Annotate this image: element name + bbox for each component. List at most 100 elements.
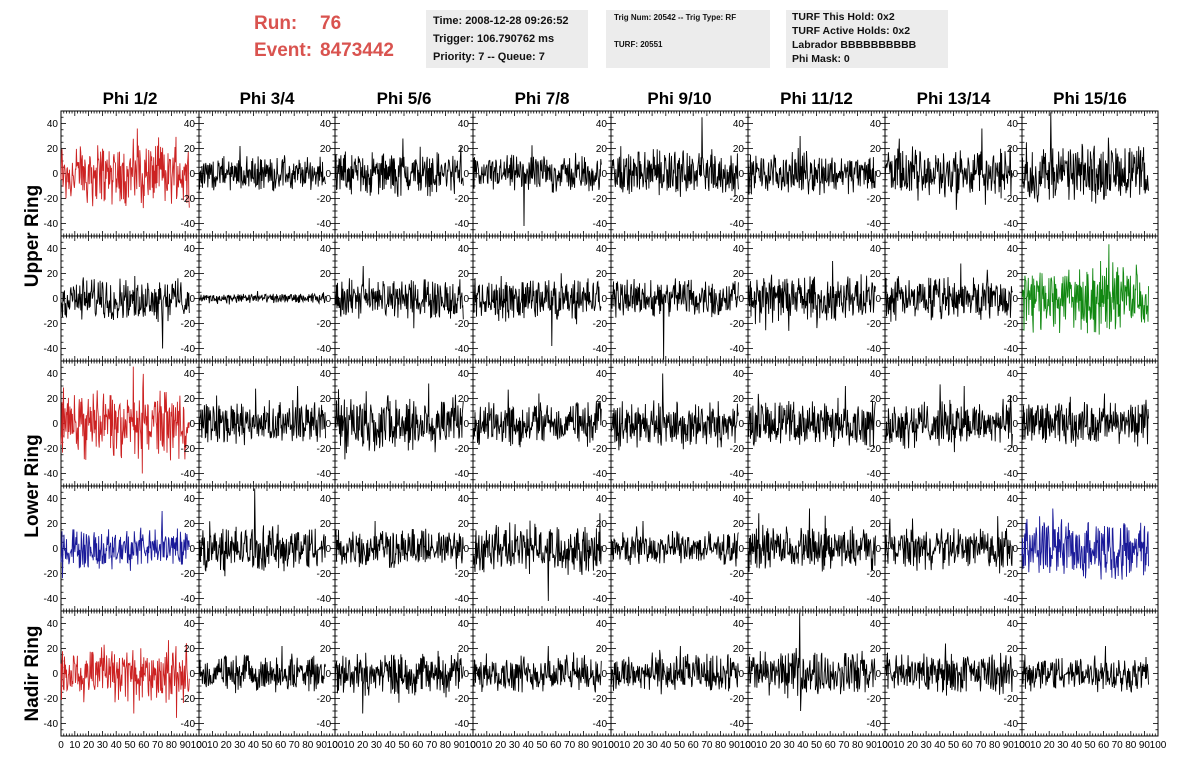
y-tick-label: -40 xyxy=(593,219,608,230)
y-tick-label: -40 xyxy=(317,594,332,605)
waveform-trace xyxy=(334,383,464,460)
turf-this-hold-text: TURF This Hold: 0x2 xyxy=(792,11,895,23)
waveform-trace xyxy=(1021,112,1149,204)
y-tick-label: -40 xyxy=(593,344,608,355)
y-tick-label: -20 xyxy=(867,569,882,580)
y-tick-label: -20 xyxy=(730,569,745,580)
y-tick-label: 40 xyxy=(184,619,196,630)
y-tick-label: -40 xyxy=(593,594,608,605)
y-tick-label: 20 xyxy=(596,519,608,530)
waveform-trace xyxy=(198,385,326,446)
waveform-trace xyxy=(198,145,326,192)
waveform-trace xyxy=(884,263,1013,322)
y-tick-label: 40 xyxy=(596,494,608,505)
y-tick-label: 0 xyxy=(52,544,58,555)
y-tick-label: 0 xyxy=(738,419,744,430)
waveform-trace xyxy=(884,516,1013,574)
turf-text: TURF: 20551 xyxy=(614,40,663,49)
y-tick-label: -40 xyxy=(730,594,745,605)
run-event-block: Run: 76 Event: 8473442 xyxy=(254,10,394,64)
y-tick-label: 0 xyxy=(601,294,607,305)
y-tick-label: -40 xyxy=(181,594,196,605)
y-tick-label: 40 xyxy=(320,369,332,380)
y-tick-label: -40 xyxy=(867,344,882,355)
y-tick-label: 40 xyxy=(458,494,470,505)
y-tick-label: -40 xyxy=(730,344,745,355)
y-tick-label: 0 xyxy=(601,544,607,555)
y-tick-label: 20 xyxy=(320,394,332,405)
y-tick-label: -20 xyxy=(593,444,608,455)
y-tick-label: 40 xyxy=(184,494,196,505)
y-tick-label: -20 xyxy=(181,694,196,705)
y-tick-label: 40 xyxy=(184,119,196,130)
y-tick-label: -20 xyxy=(44,319,59,330)
waveform-trace xyxy=(610,278,739,360)
y-tick-label: 0 xyxy=(325,169,331,180)
y-tick-label: -20 xyxy=(44,444,59,455)
y-tick-label: -20 xyxy=(44,694,59,705)
y-tick-label: -40 xyxy=(181,219,196,230)
y-tick-label: 40 xyxy=(870,369,882,380)
y-tick-label: 20 xyxy=(596,394,608,405)
y-tick-label: 20 xyxy=(733,144,745,155)
y-tick-label: -40 xyxy=(1004,594,1019,605)
y-tick-label: 40 xyxy=(870,244,882,255)
waveform-trace xyxy=(747,260,876,331)
event-label: Event: xyxy=(254,40,313,61)
y-tick-label: 0 xyxy=(875,544,881,555)
y-tick-label: 0 xyxy=(875,294,881,305)
y-tick-label: 40 xyxy=(458,244,470,255)
y-tick-label: -20 xyxy=(317,194,332,205)
waveform-trace xyxy=(747,135,876,196)
y-tick-label: -40 xyxy=(455,594,470,605)
column-title: Phi 13/14 xyxy=(917,89,991,108)
waveform-trace xyxy=(884,384,1013,453)
y-tick-label: 20 xyxy=(184,144,196,155)
y-tick-label: 20 xyxy=(320,269,332,280)
y-tick-label: 40 xyxy=(733,369,745,380)
y-tick-label: 20 xyxy=(458,144,470,155)
y-tick-label: 20 xyxy=(47,644,59,655)
y-tick-label: 40 xyxy=(733,119,745,130)
y-tick-label: -40 xyxy=(181,469,196,480)
y-tick-label: -40 xyxy=(44,594,59,605)
y-tick-label: 0 xyxy=(463,169,469,180)
y-tick-label: 20 xyxy=(47,144,59,155)
y-tick-label: 20 xyxy=(1007,394,1019,405)
y-tick-label: 20 xyxy=(733,394,745,405)
y-tick-label: -40 xyxy=(455,344,470,355)
y-tick-label: 40 xyxy=(596,369,608,380)
y-tick-label: -40 xyxy=(44,719,59,730)
y-tick-label: -40 xyxy=(867,469,882,480)
y-tick-label: -20 xyxy=(181,569,196,580)
y-tick-label: 20 xyxy=(184,269,196,280)
y-tick-label: 0 xyxy=(1012,294,1018,305)
y-tick-label: 0 xyxy=(875,419,881,430)
labrador-text: Labrador BBBBBBBBBB xyxy=(792,39,917,51)
column-title: Phi 15/16 xyxy=(1053,89,1127,108)
y-tick-label: 40 xyxy=(47,619,59,630)
y-tick-label: 0 xyxy=(52,669,58,680)
y-tick-label: 0 xyxy=(52,169,58,180)
y-tick-label: 0 xyxy=(738,544,744,555)
waveform-trace xyxy=(60,275,190,349)
column-title: Phi 9/10 xyxy=(647,89,711,108)
y-tick-label: 20 xyxy=(47,519,59,530)
y-tick-label: 20 xyxy=(870,144,882,155)
y-tick-label: -20 xyxy=(867,319,882,330)
column-title: Phi 5/6 xyxy=(377,89,432,108)
y-tick-label: 0 xyxy=(189,669,195,680)
trigger-text: Trigger: 106.790762 ms xyxy=(433,33,555,45)
y-tick-label: 20 xyxy=(458,269,470,280)
y-tick-label: 0 xyxy=(875,169,881,180)
y-tick-label: 20 xyxy=(184,644,196,655)
column-title: Phi 11/12 xyxy=(780,89,853,108)
column-title: Phi 7/8 xyxy=(515,89,570,108)
y-tick-label: -40 xyxy=(181,719,196,730)
y-tick-label: 40 xyxy=(458,369,470,380)
y-tick-label: -20 xyxy=(1004,569,1019,580)
y-tick-label: 40 xyxy=(184,369,196,380)
column-title: Phi 1/2 xyxy=(103,89,158,108)
y-tick-label: 40 xyxy=(320,244,332,255)
y-tick-label: 0 xyxy=(52,419,58,430)
